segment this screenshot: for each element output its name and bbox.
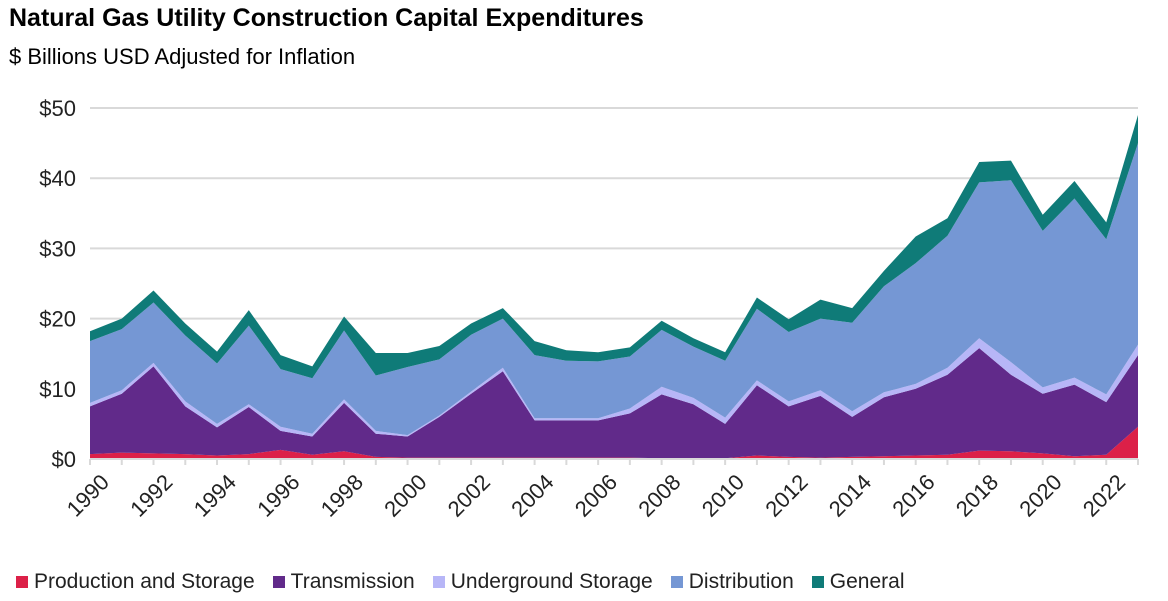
legend-label: General xyxy=(829,570,905,593)
chart-subtitle: $ Billions USD Adjusted for Inflation xyxy=(9,44,356,69)
x-tick-label: 1998 xyxy=(316,469,368,521)
legend-swatch xyxy=(670,576,683,588)
x-tick-label: 1994 xyxy=(189,469,241,521)
area-underground-storage xyxy=(90,338,1138,437)
legend-item: Transmission xyxy=(272,570,415,594)
y-tick-label: $10 xyxy=(39,377,76,402)
legend-label: Transmission xyxy=(290,570,415,593)
legend-item: Underground Storage xyxy=(432,570,653,594)
x-tick-label: 2018 xyxy=(951,469,1003,521)
legend-label: Distribution xyxy=(688,570,794,593)
y-tick-label: $50 xyxy=(39,96,76,121)
legend-swatch xyxy=(16,576,28,588)
area-production-and-storage xyxy=(90,426,1138,459)
x-tick-label: 2014 xyxy=(824,469,876,521)
y-tick-label: $0 xyxy=(52,447,76,472)
x-tick-label: 2022 xyxy=(1078,469,1130,521)
y-tick-label: $20 xyxy=(39,307,76,332)
x-tick-label: 1992 xyxy=(125,469,177,521)
x-tick-label: 2016 xyxy=(887,469,939,521)
legend-item: Production and Storage xyxy=(16,570,255,594)
legend-label: Underground Storage xyxy=(450,570,653,593)
x-tick-label: 2006 xyxy=(570,469,622,521)
area-transmission xyxy=(90,348,1138,459)
x-tick-label: 1996 xyxy=(252,469,304,521)
x-tick-label: 1990 xyxy=(62,469,114,521)
x-tick-label: 2002 xyxy=(443,469,495,521)
x-tick-label: 2012 xyxy=(760,469,812,521)
legend-item: Distribution xyxy=(670,570,794,594)
x-tick-label: 2004 xyxy=(506,469,558,521)
legend-swatch xyxy=(811,576,824,588)
legend-label: Production and Storage xyxy=(34,570,255,593)
legend-swatch xyxy=(432,576,445,588)
x-tick-label: 2008 xyxy=(633,469,685,521)
area-distribution xyxy=(90,143,1138,436)
y-tick-label: $40 xyxy=(39,166,76,191)
legend-item: General xyxy=(811,570,905,594)
legend-swatch xyxy=(272,576,285,588)
x-tick-label: 2000 xyxy=(379,469,431,521)
legend: Production and Storage Transmission Underg… xyxy=(16,570,905,594)
x-tick-label: 2020 xyxy=(1014,469,1066,521)
area-general xyxy=(90,115,1138,379)
y-tick-label: $30 xyxy=(39,236,76,261)
x-tick-label: 2010 xyxy=(697,469,749,521)
chart-title: Natural Gas Utility Construction Capital… xyxy=(9,4,644,32)
